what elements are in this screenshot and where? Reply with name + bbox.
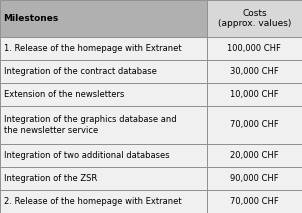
Text: 70,000 CHF: 70,000 CHF	[230, 197, 279, 206]
Bar	[207, 106, 302, 144]
Text: 20,000 CHF: 20,000 CHF	[230, 151, 279, 160]
Bar	[207, 0, 302, 37]
Text: Integration of two additional databases: Integration of two additional databases	[4, 151, 169, 160]
Text: 90,000 CHF: 90,000 CHF	[230, 174, 279, 183]
Bar	[0, 60, 207, 83]
Text: 10,000 CHF: 10,000 CHF	[230, 90, 279, 99]
Bar	[207, 60, 302, 83]
Bar	[207, 144, 302, 167]
Bar	[0, 190, 207, 213]
Text: Costs
(approx. values): Costs (approx. values)	[218, 9, 291, 28]
Text: 30,000 CHF: 30,000 CHF	[230, 67, 279, 76]
Text: 1. Release of the homepage with Extranet: 1. Release of the homepage with Extranet	[4, 44, 181, 53]
Text: 70,000 CHF: 70,000 CHF	[230, 120, 279, 130]
Text: Extension of the newsletters: Extension of the newsletters	[4, 90, 124, 99]
Bar	[207, 190, 302, 213]
Bar	[0, 144, 207, 167]
Text: 100,000 CHF: 100,000 CHF	[227, 44, 281, 53]
Bar	[207, 167, 302, 190]
Text: 2. Release of the homepage with Extranet: 2. Release of the homepage with Extranet	[4, 197, 181, 206]
Bar	[0, 106, 207, 144]
Text: Integration of the contract database: Integration of the contract database	[4, 67, 156, 76]
Text: Milestones: Milestones	[4, 14, 59, 23]
Bar	[207, 37, 302, 60]
Bar	[0, 37, 207, 60]
Bar	[0, 83, 207, 106]
Text: Integration of the graphics database and
the newsletter service: Integration of the graphics database and…	[4, 115, 176, 135]
Bar	[0, 167, 207, 190]
Bar	[0, 0, 207, 37]
Bar	[207, 83, 302, 106]
Text: Integration of the ZSR: Integration of the ZSR	[4, 174, 97, 183]
